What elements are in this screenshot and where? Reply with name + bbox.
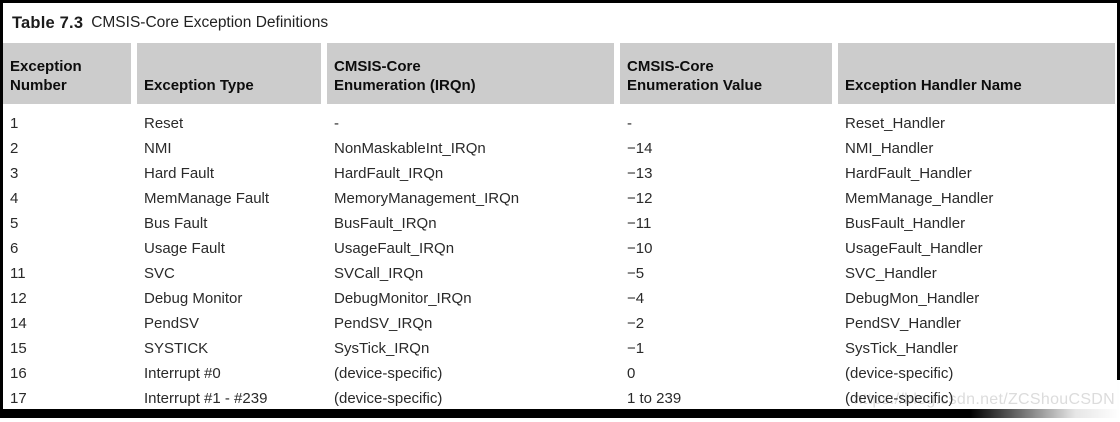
table-row: 17 Interrupt #1 - #239 (device-specific) 1 … bbox=[3, 386, 1115, 411]
cell-type: MemManage Fault bbox=[144, 190, 270, 207]
cell-enum: (device-specific) bbox=[334, 390, 443, 407]
frame-border-bottom bbox=[0, 409, 1120, 418]
cell-type: PendSV bbox=[144, 315, 200, 332]
frame-border-right bbox=[1117, 0, 1120, 418]
cell-handler: DebugMon_Handler bbox=[845, 290, 980, 307]
cell-handler: SysTick_Handler bbox=[845, 340, 958, 357]
column-header-handler-name: Exception Handler Name bbox=[838, 43, 1115, 104]
table-row: 11 SVC SVCall_IRQn −5 SVC_Handler bbox=[3, 261, 1115, 286]
table-row: 12 Debug Monitor DebugMonitor_IRQn −4 DebugM… bbox=[3, 286, 1115, 311]
cell-value: −2 bbox=[627, 315, 645, 332]
cell-number: 1 bbox=[10, 115, 19, 132]
table-row: 6 Usage Fault UsageFault_IRQn −10 UsageFault… bbox=[3, 236, 1115, 261]
table-title: Table 7.3 CMSIS-Core Exception Definitio… bbox=[3, 3, 1117, 43]
table-row: 15 SYSTICK SysTick_IRQn −1 SysTick_Handler bbox=[3, 336, 1115, 361]
cell-number: 17 bbox=[10, 390, 27, 407]
table-row: 16 Interrupt #0 (device-specific) 0 (device-… bbox=[3, 361, 1115, 386]
cell-handler: MemManage_Handler bbox=[845, 190, 994, 207]
cell-enum: - bbox=[334, 115, 339, 132]
cell-type: NMI bbox=[144, 140, 172, 157]
cell-number: 6 bbox=[10, 240, 19, 257]
cell-enum: PendSV_IRQn bbox=[334, 315, 433, 332]
table-number: Table 7.3 bbox=[12, 13, 84, 32]
cell-enum: MemoryManagement_IRQn bbox=[334, 190, 520, 207]
cell-number: 14 bbox=[10, 315, 27, 332]
cell-type: Interrupt #0 bbox=[144, 365, 221, 382]
cell-handler: SVC_Handler bbox=[845, 265, 937, 282]
cell-type: Reset bbox=[144, 115, 184, 132]
cell-handler: NMI_Handler bbox=[845, 140, 934, 157]
cell-enum: SysTick_IRQn bbox=[334, 340, 430, 357]
cell-value: −13 bbox=[627, 165, 653, 182]
cell-value: 1 to 239 bbox=[627, 390, 682, 407]
cell-type: SVC bbox=[144, 265, 175, 282]
cell-enum: NonMaskableInt_IRQn bbox=[334, 140, 486, 157]
cell-enum: HardFault_IRQn bbox=[334, 165, 444, 182]
cell-handler: (device-specific) bbox=[845, 390, 954, 407]
cell-value: −4 bbox=[627, 290, 645, 307]
cell-type: Usage Fault bbox=[144, 240, 225, 257]
column-header-enumeration-irqn: CMSIS-Core Enumeration (IRQn) bbox=[327, 43, 614, 104]
cell-handler: Reset_Handler bbox=[845, 115, 946, 132]
cell-value: −11 bbox=[627, 215, 652, 232]
cell-number: 11 bbox=[10, 265, 26, 282]
cell-handler: (device-specific) bbox=[845, 365, 954, 382]
cell-number: 16 bbox=[10, 365, 27, 382]
cell-handler: HardFault_Handler bbox=[845, 165, 972, 182]
column-header-enumeration-value: CMSIS-Core Enumeration Value bbox=[620, 43, 832, 104]
cell-handler: PendSV_Handler bbox=[845, 315, 961, 332]
table-header-row: Exception Number Exception Type CMSIS-Co… bbox=[3, 43, 1115, 104]
cell-number: 4 bbox=[10, 190, 19, 207]
column-header-exception-type: Exception Type bbox=[137, 43, 321, 104]
cell-type: Hard Fault bbox=[144, 165, 215, 182]
table-row: 1 Reset - - Reset_Handler bbox=[3, 111, 1115, 136]
cell-number: 2 bbox=[10, 140, 19, 157]
table-row: 2 NMI NonMaskableInt_IRQn −14 NMI_Handler bbox=[3, 136, 1115, 161]
cell-enum: BusFault_IRQn bbox=[334, 215, 437, 232]
cell-type: Debug Monitor bbox=[144, 290, 243, 307]
column-header-exception-number: Exception Number bbox=[3, 43, 131, 104]
cell-value: −12 bbox=[627, 190, 653, 207]
cell-number: 5 bbox=[10, 215, 19, 232]
cell-number: 12 bbox=[10, 290, 27, 307]
table-caption: CMSIS-Core Exception Definitions bbox=[91, 14, 329, 31]
cell-number: 3 bbox=[10, 165, 19, 182]
frame-border-left bbox=[0, 0, 3, 418]
table-row: 3 Hard Fault HardFault_IRQn −13 HardFault_Ha… bbox=[3, 161, 1115, 186]
cell-value: −5 bbox=[627, 265, 645, 282]
table-row: 5 Bus Fault BusFault_IRQn −11 BusFault_Handl… bbox=[3, 211, 1115, 236]
frame-border-top bbox=[0, 0, 1120, 3]
cell-enum: (device-specific) bbox=[334, 365, 443, 382]
cell-value: 0 bbox=[627, 365, 636, 382]
cell-type: SYSTICK bbox=[144, 340, 209, 357]
cell-value: −1 bbox=[627, 340, 645, 357]
cell-handler: BusFault_Handler bbox=[845, 215, 966, 232]
cell-enum: UsageFault_IRQn bbox=[334, 240, 455, 257]
table-row: 14 PendSV PendSV_IRQn −2 PendSV_Handler bbox=[3, 311, 1115, 336]
cell-value: −14 bbox=[627, 140, 653, 157]
cell-type: Interrupt #1 - #239 bbox=[144, 390, 268, 407]
cell-type: Bus Fault bbox=[144, 215, 208, 232]
cell-enum: DebugMonitor_IRQn bbox=[334, 290, 472, 307]
cell-number: 15 bbox=[10, 340, 27, 357]
table-body: 1 Reset - - Reset_Handler 2 NMI NonMaskableInt_… bbox=[3, 104, 1115, 411]
cell-handler: UsageFault_Handler bbox=[845, 240, 983, 257]
cell-enum: SVCall_IRQn bbox=[334, 265, 424, 282]
cell-value: −10 bbox=[627, 240, 653, 257]
cell-value: - bbox=[627, 115, 632, 132]
table-row: 4 MemManage Fault MemoryManagement_IRQn −12… bbox=[3, 186, 1115, 211]
